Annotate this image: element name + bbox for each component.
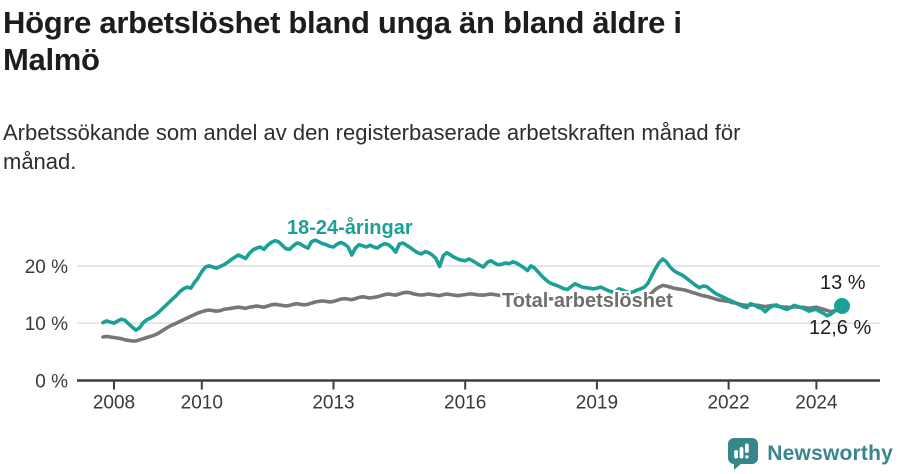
- x-tick-label-2010: 2010: [181, 393, 223, 414]
- x-tick-label-2024: 2024: [795, 393, 838, 414]
- x-tick-label-2019: 2019: [576, 393, 618, 414]
- subtitle-line-1: Arbetssökande som andel av den registerb…: [3, 120, 741, 145]
- y-tick-label-10: 10 %: [25, 314, 68, 335]
- y-tick-label-0: 0 %: [35, 372, 68, 393]
- x-tick-label-2008: 2008: [93, 393, 135, 414]
- youth-line: [101, 238, 844, 332]
- end-value-total: 12,6 %: [809, 317, 872, 339]
- page-title: Högre arbetslöshet bland unga än bland ä…: [3, 4, 682, 78]
- newsworthy-logo-text: Newsworthy: [767, 441, 893, 465]
- total-line: [101, 283, 844, 343]
- x-tick-label-2013: 2013: [312, 393, 354, 414]
- end-value-young: 13 %: [820, 272, 866, 294]
- newsworthy-logo: Newsworthy: [727, 437, 893, 470]
- subtitle-line-2: månad.: [3, 149, 77, 174]
- series-label-total: Total arbetslöshet: [502, 290, 673, 312]
- y-tick-label-20: 20 %: [25, 257, 68, 278]
- x-tick-label-2022: 2022: [707, 393, 749, 414]
- series-label-young: 18-24-åringar: [287, 217, 413, 239]
- newsworthy-logo-icon: [728, 438, 759, 470]
- title-line-2: Malmö: [3, 42, 100, 77]
- youth-end-dot: [834, 298, 851, 315]
- title-line-1: Högre arbetslöshet bland unga än bland ä…: [3, 5, 682, 40]
- x-tick-label-2016: 2016: [444, 393, 486, 414]
- chart-subtitle: Arbetssökande som andel av den registerb…: [3, 118, 740, 176]
